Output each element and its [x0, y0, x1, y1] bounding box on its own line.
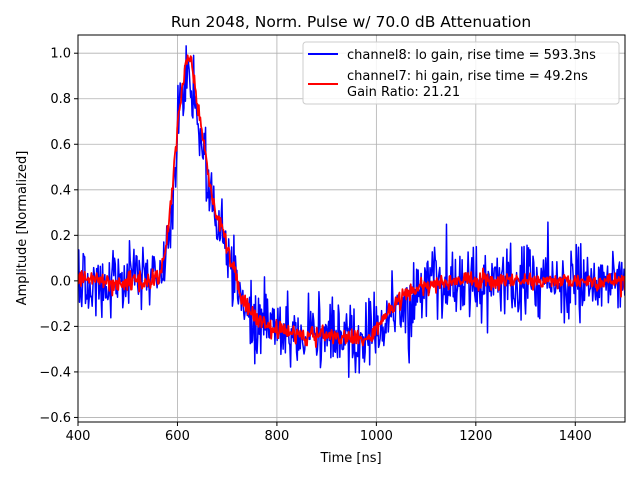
x-axis-label: Time [ns]: [319, 451, 381, 466]
legend-gain-ratio: Gain Ratio: 21.21: [347, 85, 460, 100]
plot-frame: [77, 34, 626, 423]
series-line-channel7: [78, 54, 625, 348]
x-tick-label: 600: [165, 429, 190, 444]
y-axis-label: Amplitude [Normalized]: [15, 151, 30, 306]
y-tick-label: −0.4: [39, 365, 71, 380]
y-tick-label: −0.6: [39, 411, 71, 426]
x-tick-label: 800: [264, 429, 289, 444]
y-tick-label: 0.8: [50, 92, 71, 107]
legend-box: [302, 41, 620, 105]
y-tick-label: −0.2: [39, 320, 71, 335]
x-tick-label: 400: [66, 429, 91, 444]
x-tick-label: 1200: [459, 429, 492, 444]
y-tick-label: 1.0: [50, 47, 71, 62]
legend-label-channel8: channel8: lo gain, rise time = 593.3ns: [347, 48, 596, 63]
x-tick-label: 1400: [559, 429, 592, 444]
chart-title: Run 2048, Norm. Pulse w/ 70.0 dB Attenua…: [171, 13, 531, 31]
series-layer: [78, 45, 625, 379]
y-tick-label: 0.4: [50, 183, 71, 198]
y-tick-label: 0.2: [50, 229, 71, 244]
y-tick-label: 0.0: [50, 274, 71, 289]
legend-label-channel7: channel7: hi gain, rise time = 49.2ns: [347, 69, 588, 84]
y-tick-label: 0.6: [50, 138, 71, 153]
x-tick-label: 1000: [360, 429, 393, 444]
axis-ticks: 400 600 800 1000 1200 1400 −0.6 −0.4 −0.2 0.0 0.2 0…: [39, 47, 591, 444]
legend: channel8: lo gain, rise time = 593.3ns c…: [302, 41, 620, 105]
